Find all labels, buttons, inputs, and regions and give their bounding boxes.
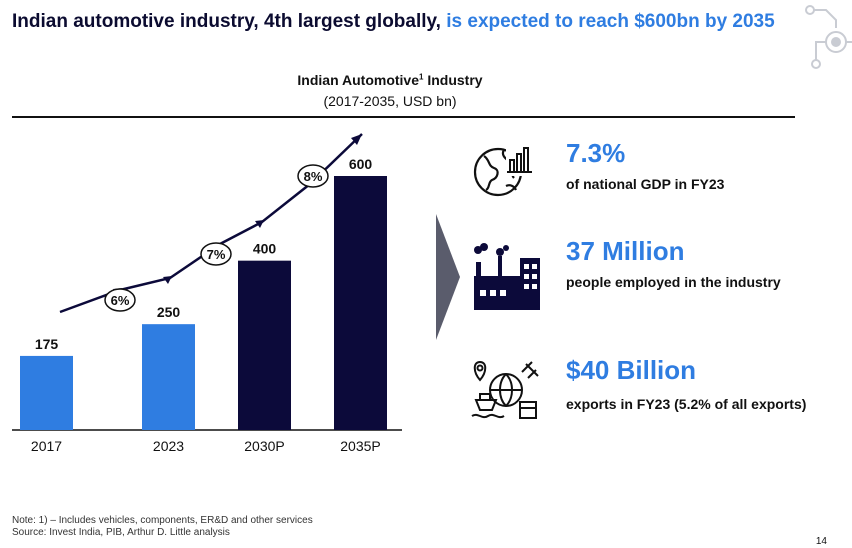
factory-icon [474, 243, 540, 310]
chart-title: Indian Automotive1 Industry [265, 72, 515, 88]
kpi-gdp-value: 7.3% [566, 138, 626, 168]
kpi-exports-text: exports in FY23 (5.2% of all exports) [566, 396, 807, 412]
data-label-2030P: 400 [253, 241, 277, 257]
title-highlight: is expected to reach $600bn by 2035 [446, 11, 775, 32]
bar-2035P [334, 176, 387, 430]
chevron-separator-icon [436, 214, 460, 340]
growth-badge-0 [104, 288, 136, 312]
growth-badge-1 [200, 242, 232, 266]
title-main: Indian automotive industry, 4th largest … [12, 11, 441, 32]
export-logistics-icon [471, 360, 539, 419]
kpi-employment-value: 37 Million [566, 236, 685, 266]
x-tick-label-2030P: 2030P [244, 438, 284, 454]
footnote: Note: 1) – Includes vehicles, components… [12, 515, 313, 539]
bar-2017 [20, 355, 73, 430]
bar-2030P [238, 260, 291, 430]
kpi-exports-value: $40 Billion [566, 355, 697, 385]
chart-subtitle: (2017-2035, USD bn) [323, 93, 457, 109]
growth-trend-arrowhead [351, 134, 362, 145]
globe-chart-icon [473, 146, 532, 197]
trend-marker-1 [163, 276, 172, 284]
footnote-source: Source: Invest India, PIB, Arthur D. Lit… [12, 527, 230, 538]
growth-trend-line [59, 133, 363, 314]
x-tick-label-2017: 2017 [31, 438, 62, 454]
data-label-2017: 175 [35, 336, 59, 352]
trend-marker-2 [255, 220, 264, 228]
data-label-2035P: 600 [349, 156, 373, 172]
growth-label-1: 7% [207, 247, 226, 262]
x-tick-label-2023: 2023 [153, 438, 184, 454]
growth-label-2: 8% [304, 169, 323, 184]
circuit-decoration-icon [805, 5, 852, 69]
chart-title-tail: Industry [423, 72, 483, 88]
chart-title-footnote: 1 [419, 72, 424, 82]
page-number: 14 [815, 536, 827, 547]
kpi-gdp-text: of national GDP in FY23 [566, 176, 725, 192]
x-tick-label-2035P: 2035P [340, 438, 380, 454]
header-divider [12, 116, 795, 118]
bar-chart: 175 2017 250 2023 400 2030P 600 2035P 6% 7% 8% [12, 133, 402, 454]
footnote-note: Note: 1) – Includes vehicles, components… [12, 515, 313, 526]
kpi-employment-text: people employed in the industry [566, 274, 781, 290]
data-label-2023: 250 [157, 304, 181, 320]
page-title: Indian automotive industry, 4th largest … [12, 11, 775, 33]
bar-2023 [142, 324, 195, 430]
growth-badge-2 [297, 164, 329, 188]
growth-label-0: 6% [111, 293, 130, 308]
chart-title-text: Indian Automotive [297, 72, 419, 88]
